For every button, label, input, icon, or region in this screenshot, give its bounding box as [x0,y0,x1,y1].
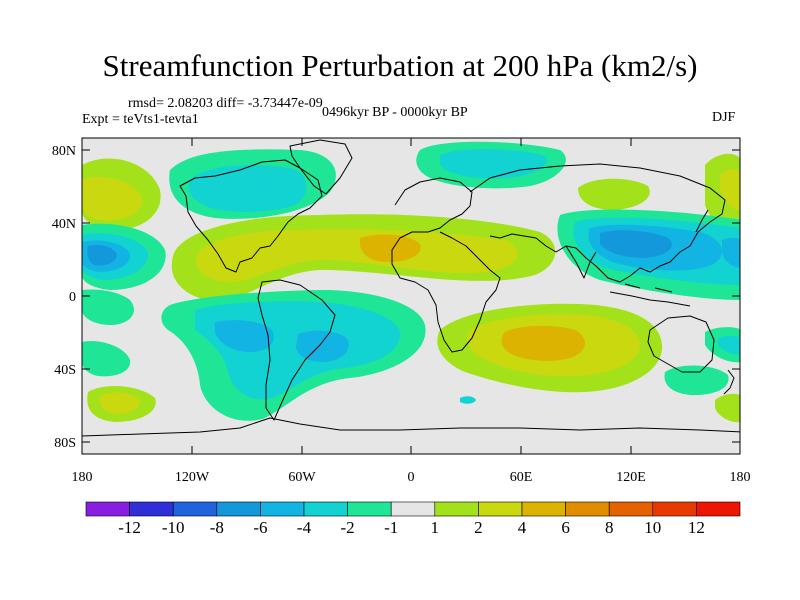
colorbar-swatch [129,501,174,517]
colorbar-label: 6 [561,518,570,537]
lon-tick-labels: 180 120W 60W 0 60E 120E 180 [72,470,751,485]
lat-tick-label: 40S [54,363,76,378]
contour-region [578,178,650,210]
colorbar-swatch [85,501,130,517]
lon-tick-label: 0 [408,470,415,485]
lon-tick-label: 120W [175,470,210,485]
contour-region [82,340,131,377]
colorbar-label: 8 [605,518,614,537]
contour-region [440,149,547,179]
colorbar-swatch [652,501,697,517]
lat-tick-label: 40N [52,217,76,232]
colorbar-label: -8 [210,518,224,537]
lon-tick-label: 120E [616,470,646,485]
colorbar-label: -1 [384,518,398,537]
lon-tick-label: 60E [510,470,533,485]
coastline-north-america [179,159,323,273]
contour-region [718,335,740,355]
contour-region [215,320,274,352]
contour-region [359,234,421,262]
coastline-south-america [257,279,336,421]
colorbar-label: -2 [341,518,355,537]
contour-region [196,229,518,283]
lon-tick-label: 180 [730,470,751,485]
coastline-japan [695,209,709,233]
coastline-greenland [289,139,353,195]
colorbar-label: 1 [431,518,440,537]
colorbar-swatch [521,501,566,517]
stats-label: rmsd= 2.08203 diff= -3.73447e-09 [128,96,323,111]
lat-tick-label: 80N [52,144,76,159]
lat-tick-labels: 80N 40N 0 40S 80S [52,144,76,451]
contour-region [460,396,476,404]
coastline-antarctica [82,417,740,437]
lon-tick-label: 180 [72,470,93,485]
tick-marks [81,138,741,454]
colorbar-swatch [216,501,261,517]
lon-tick-label: 60W [288,470,316,485]
map-area [82,138,740,454]
map-title: Streamfunction Perturbation at 200 hPa (… [102,48,698,83]
contour-region [296,330,349,362]
coastline-asia [469,163,726,283]
colorbar-label: -4 [297,518,312,537]
contour-region [188,165,307,212]
contour-fill-layer [82,141,740,423]
colorbar-swatch [608,501,654,517]
contour-region [82,176,143,221]
colorbar-swatch [303,501,348,517]
lat-tick-label: 80S [54,436,76,451]
coastline-new-zealand [723,369,735,395]
colorbar-swatch [434,501,479,517]
contour-region [99,392,141,414]
contour-region [600,230,672,258]
coastline-australia [647,315,715,373]
contour-region [715,393,740,423]
colorbar-label: 10 [644,518,661,537]
colorbar-swatch [696,501,741,517]
colorbar-label: -6 [253,518,267,537]
colorbar-label: -12 [118,518,141,537]
coastline-indonesia [609,283,691,307]
colorbar-swatch [347,501,392,517]
coastline-india [565,245,597,279]
colorbar-label: 12 [688,518,705,537]
colorbar-swatch [172,501,218,517]
contour-region [87,245,117,266]
period-label: 0496kyr BP - 0000kyr BP [322,105,468,120]
lat-tick-label: 0 [69,290,76,305]
colorbar-swatch [390,501,436,517]
colorbar: -12 -10 -8 -6 -4 -2 -1 1 2 4 6 8 10 12 [85,501,741,537]
colorbar-label: 2 [474,518,483,537]
coastline-europe-africa [391,177,501,353]
colorbar-label: 4 [518,518,527,537]
contour-region [501,325,586,361]
coastlines [82,139,740,437]
experiment-label: Expt = teVts1-tevta1 [82,112,199,127]
colorbar-label: -10 [162,518,185,537]
season-label: DJF [712,110,736,125]
colorbar-swatch [565,501,610,517]
contour-region [82,289,134,325]
colorbar-swatch [478,501,523,517]
colorbar-swatch [260,501,305,517]
contour-region [722,237,740,268]
contour-region [664,365,729,396]
